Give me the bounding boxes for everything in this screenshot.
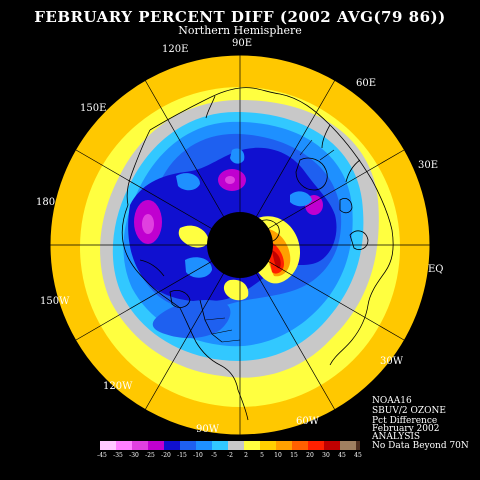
colorbar-swatch	[260, 441, 276, 450]
colorbar-tick-label: 10	[274, 452, 282, 459]
colorbar-tick-label: -45	[97, 452, 107, 459]
colorbar-swatch	[180, 441, 196, 450]
lon-label-90w: 90W	[196, 424, 220, 435]
info-quantity: Pct Difference	[372, 416, 438, 426]
colorbar-tick-label: 20	[306, 452, 314, 459]
colorbar-swatch	[148, 441, 164, 450]
map-subtitle: Northern Hemisphere	[178, 24, 302, 37]
colorbar-tick-label: 5	[260, 452, 264, 459]
colorbar-tick-label: -30	[129, 452, 139, 459]
no-data-pole	[207, 212, 273, 278]
map-title: FEBRUARY PERCENT DIFF (2002 AVG(79 86))	[34, 8, 446, 26]
colorbar-swatch	[100, 441, 116, 450]
colorbar	[100, 441, 360, 450]
colorbar-swatch	[132, 441, 148, 450]
colorbar-tick-label: -10	[193, 452, 203, 459]
info-instrument: SBUV/2 OZONE	[372, 406, 446, 416]
lon-label-60w: 60W	[296, 416, 320, 427]
lon-label-90e: 90E	[232, 38, 253, 49]
colorbar-swatch	[164, 441, 180, 450]
colorbar-tick-label: -15	[177, 452, 187, 459]
country-borders	[204, 139, 335, 343]
colorbar-tick-label: -2	[227, 452, 233, 459]
colorbar-tick-label: 30	[322, 452, 330, 459]
colorbar-swatch	[308, 441, 324, 450]
lon-label-30w: 30W	[380, 356, 404, 367]
colorbar-tick-label: -5	[211, 452, 217, 459]
lon-label-150e: 150E	[80, 103, 107, 114]
colorbar-swatch	[116, 441, 132, 450]
lon-label-eq: EQ	[428, 264, 444, 275]
colorbar-swatch	[276, 441, 292, 450]
colorbar-tick-label: 45	[354, 452, 362, 459]
colorbar-swatch	[324, 441, 340, 450]
colorbar-tick-label: -20	[161, 452, 171, 459]
info-date: February 2002	[372, 424, 440, 434]
lon-label-180: 180	[36, 197, 56, 208]
lon-label-120w: 120W	[103, 381, 133, 392]
info-satellite: NOAA16	[372, 396, 412, 406]
colorbar-swatch	[212, 441, 228, 450]
lon-label-150w: 150W	[40, 296, 70, 307]
colorbar-tick-label: 2	[244, 452, 248, 459]
colorbar-tick-label: -25	[145, 452, 155, 459]
lon-label-120e: 120E	[162, 44, 189, 55]
lon-label-30e: 30E	[418, 160, 439, 171]
lon-label-60e: 60E	[356, 78, 377, 89]
colorbar-swatch	[228, 441, 244, 450]
colorbar-swatch	[196, 441, 212, 450]
no-data-note: No Data Beyond 70N	[372, 441, 469, 451]
colorbar-tick-label: 15	[290, 452, 298, 459]
colorbar-tick-label: 45	[338, 452, 346, 459]
colorbar-swatch	[356, 441, 360, 450]
colorbar-swatch	[340, 441, 356, 450]
patch-blue-america	[152, 299, 231, 339]
colorbar-swatch	[244, 441, 260, 450]
colorbar-tick-label: -35	[113, 452, 123, 459]
colorbar-swatch	[292, 441, 308, 450]
info-analysis: ANALYSIS	[372, 432, 421, 442]
